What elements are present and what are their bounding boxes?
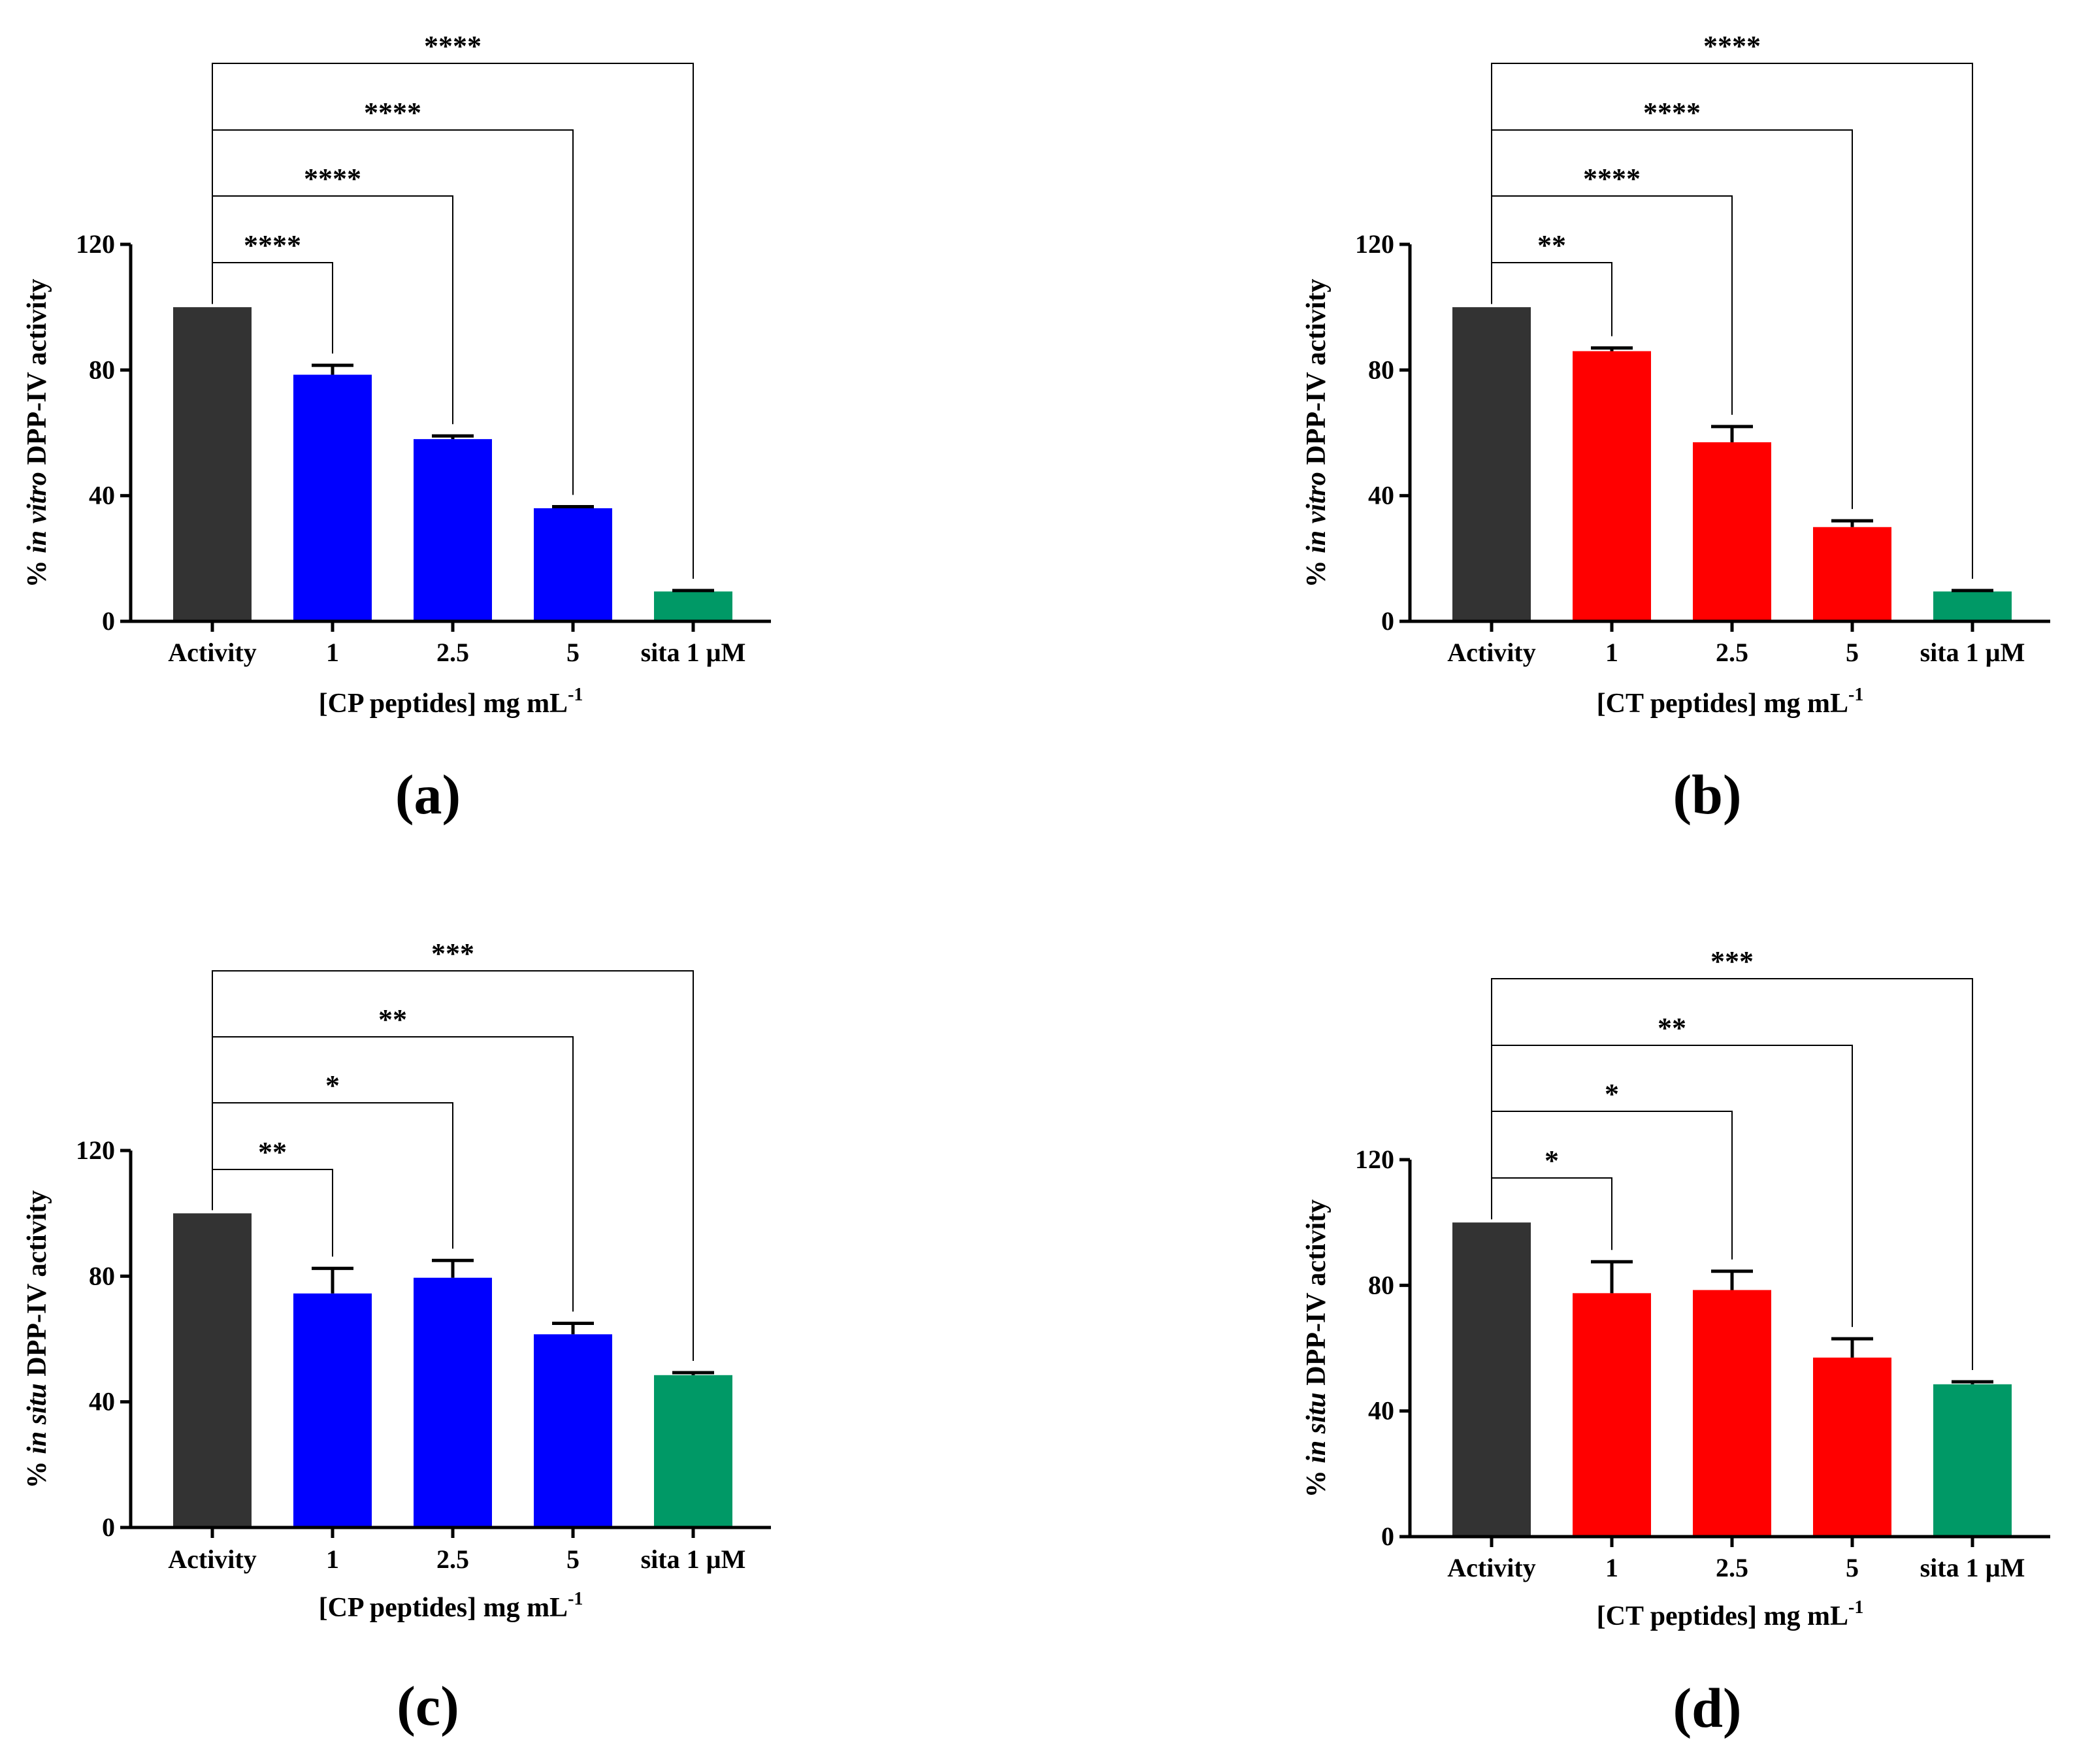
bar-sita-1-m <box>654 591 732 621</box>
chart-panel-c: 0 40 80 120 Activity 1 2.5 5 sita 1 µM [CP peptid… <box>22 938 771 1737</box>
x-tick-label: Activity <box>1447 1553 1536 1582</box>
y-tick-label: 0 <box>102 1512 115 1542</box>
significance-label: ** <box>1658 1012 1686 1044</box>
bar-5 <box>1813 527 1891 621</box>
significance-label: **** <box>424 30 482 62</box>
bar-sita-1-m <box>654 1375 732 1527</box>
significance-bracket <box>1491 1045 1853 1328</box>
significance-label: *** <box>431 938 474 970</box>
y-tick-label: 120 <box>1355 1145 1394 1174</box>
y-tick-label: 120 <box>76 229 115 259</box>
bar-2.5 <box>1693 442 1771 621</box>
panel-label: (b) <box>1673 763 1741 826</box>
x-axis-title: [CP peptides] mg mL-1 <box>319 1589 583 1623</box>
significance-label: * <box>1545 1145 1559 1177</box>
significance-bracket <box>212 1036 574 1312</box>
significance-label: ** <box>1537 229 1566 261</box>
x-tick-label: Activity <box>1447 638 1536 667</box>
chart-panel-d: 0 40 80 120 Activity 1 2.5 5 sita 1 µM [CT peptid… <box>1301 945 2050 1739</box>
x-tick-label: 1 <box>1605 638 1618 667</box>
significance-label: * <box>325 1070 340 1102</box>
y-tick-label: 80 <box>1368 355 1394 384</box>
significance-label: **** <box>1643 97 1701 129</box>
y-axis-title: % in vitro DPP-IV activity <box>22 279 52 588</box>
significance-label: **** <box>1703 30 1761 62</box>
significance-label: **** <box>364 97 421 129</box>
x-tick-label: sita 1 µM <box>1920 1553 2025 1582</box>
x-tick-label: Activity <box>168 638 257 667</box>
bar-5 <box>1813 1357 1891 1537</box>
bar-activity <box>173 307 252 621</box>
x-tick-label: sita 1 µM <box>641 1544 746 1574</box>
y-tick-label: 40 <box>1368 481 1394 510</box>
y-tick-label: 0 <box>1381 606 1394 636</box>
significance-label: ** <box>258 1136 287 1168</box>
bar-2.5 <box>414 1277 492 1527</box>
significance-bracket <box>212 129 574 495</box>
bar-2.5 <box>414 439 492 621</box>
bar-sita-1-m <box>1933 591 2012 621</box>
bar-1 <box>1573 351 1651 621</box>
significance-label: **** <box>244 229 301 261</box>
significance-label: *** <box>1710 945 1754 977</box>
x-tick-label: 2.5 <box>1716 638 1748 667</box>
y-axis-title: % in vitro DPP-IV activity <box>1301 279 1332 588</box>
y-tick-label: 40 <box>89 481 115 510</box>
panel-label: (a) <box>395 763 461 826</box>
significance-bracket <box>212 63 694 579</box>
y-tick-label: 120 <box>76 1135 115 1165</box>
x-tick-label: 1 <box>326 638 339 667</box>
significance-label: **** <box>304 163 361 195</box>
x-tick-label: 1 <box>1605 1553 1618 1582</box>
y-tick-label: 40 <box>89 1387 115 1416</box>
significance-bracket <box>1491 978 1973 1370</box>
bar-2.5 <box>1693 1290 1771 1537</box>
x-tick-label: 1 <box>326 1544 339 1574</box>
bar-activity <box>1452 1222 1531 1537</box>
y-tick-label: 120 <box>1355 229 1394 259</box>
x-tick-label: 5 <box>566 1544 580 1574</box>
x-tick-label: 2.5 <box>436 1544 469 1574</box>
y-axis-title: % in situ DPP-IV activity <box>1301 1200 1332 1498</box>
x-axis-title: [CT peptides] mg mL-1 <box>1597 1597 1864 1631</box>
y-tick-label: 40 <box>1368 1396 1394 1426</box>
chart-panel-b: 0 40 80 120 Activity 1 2.5 5 sita 1 µM [CT peptid… <box>1301 30 2050 826</box>
significance-bracket <box>1491 129 1853 510</box>
y-tick-label: 0 <box>1381 1522 1394 1551</box>
x-tick-label: sita 1 µM <box>1920 638 2025 667</box>
x-tick-label: 5 <box>566 638 580 667</box>
significance-label: **** <box>1583 163 1641 195</box>
bar-5 <box>534 508 612 621</box>
bar-activity <box>173 1213 252 1527</box>
x-axis-title: [CP peptides] mg mL-1 <box>319 685 583 719</box>
chart-panel-a: 0 40 80 120 Activity 1 2.5 5 sita 1 µM [CP peptid… <box>22 30 771 826</box>
bar-5 <box>534 1334 612 1527</box>
bar-1 <box>293 1293 372 1527</box>
bar-sita-1-m <box>1933 1384 2012 1537</box>
x-axis-title: [CT peptides] mg mL-1 <box>1597 685 1864 719</box>
y-axis-title: % in situ DPP-IV activity <box>22 1190 52 1489</box>
y-tick-label: 80 <box>89 355 115 384</box>
significance-label: * <box>1605 1078 1619 1110</box>
x-tick-label: Activity <box>168 1544 257 1574</box>
significance-bracket <box>1491 63 1973 579</box>
bar-activity <box>1452 307 1531 621</box>
y-tick-label: 80 <box>89 1261 115 1290</box>
x-tick-label: 2.5 <box>436 638 469 667</box>
bar-1 <box>293 374 372 621</box>
y-tick-label: 80 <box>1368 1270 1394 1299</box>
x-tick-label: 5 <box>1846 1553 1859 1582</box>
panel-label: (c) <box>397 1674 459 1737</box>
panel-label: (d) <box>1673 1676 1741 1739</box>
significance-label: ** <box>378 1004 407 1036</box>
x-tick-label: 5 <box>1846 638 1859 667</box>
x-tick-label: 2.5 <box>1716 1553 1748 1582</box>
y-tick-label: 0 <box>102 606 115 636</box>
bar-1 <box>1573 1293 1651 1537</box>
x-tick-label: sita 1 µM <box>641 638 746 667</box>
significance-bracket <box>212 970 694 1361</box>
